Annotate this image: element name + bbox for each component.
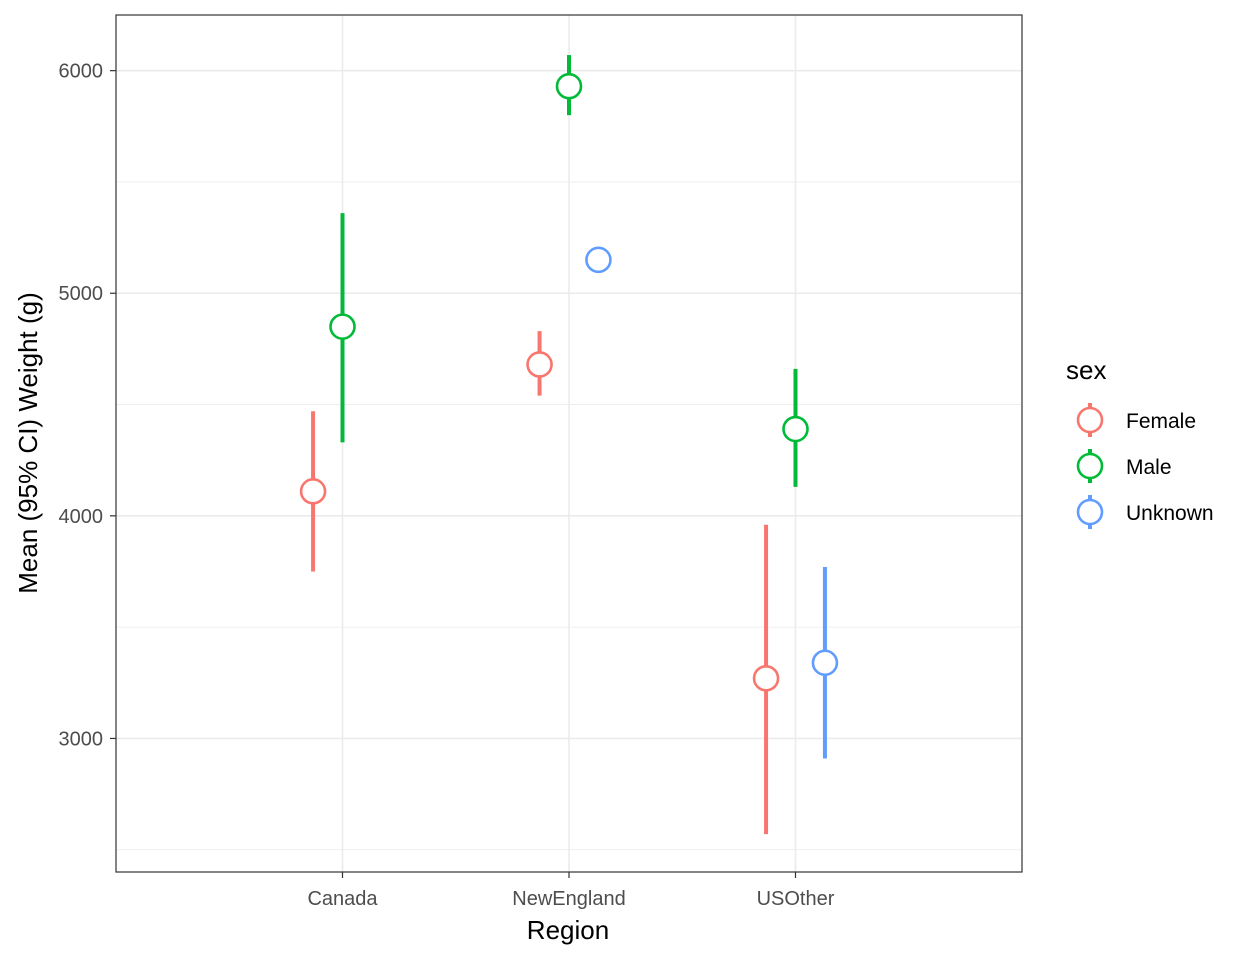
x-tick-label: USOther bbox=[757, 888, 835, 910]
series-male bbox=[329, 55, 809, 487]
data-point bbox=[811, 649, 839, 677]
x-tick-label: Canada bbox=[307, 888, 378, 910]
series-unknown bbox=[585, 246, 839, 759]
y-tick-label: 6000 bbox=[59, 61, 104, 83]
data-point bbox=[782, 415, 809, 443]
data-point bbox=[329, 313, 356, 340]
legend-key-male bbox=[1076, 449, 1104, 483]
data-point bbox=[585, 246, 612, 274]
legend-key-point bbox=[1076, 452, 1104, 480]
y-axis-title: Mean (95% CI) Weight (g) bbox=[13, 292, 43, 594]
x-tick-label: NewEngland bbox=[512, 888, 625, 910]
legend-key-unknown bbox=[1076, 495, 1104, 529]
legend: sex Female Male Unknown bbox=[1066, 355, 1214, 529]
legend-title: sex bbox=[1066, 355, 1106, 385]
legend-key-point bbox=[1076, 498, 1104, 526]
data-marks bbox=[299, 55, 839, 835]
series-female bbox=[299, 331, 780, 835]
y-tick-label: 4000 bbox=[59, 506, 104, 528]
data-point bbox=[555, 72, 583, 100]
legend-label: Unknown bbox=[1126, 502, 1214, 525]
y-axis: 3000 4000 5000 6000 bbox=[59, 61, 116, 750]
legend-label: Male bbox=[1126, 456, 1172, 479]
legend-key-point bbox=[1076, 406, 1104, 434]
data-point bbox=[526, 351, 553, 378]
y-tick-label: 3000 bbox=[59, 728, 104, 750]
x-axis: Canada NewEngland USOther bbox=[307, 872, 835, 910]
legend-key-female bbox=[1076, 403, 1104, 437]
y-tick-label: 5000 bbox=[59, 283, 104, 305]
data-point bbox=[299, 478, 327, 505]
x-axis-title: Region bbox=[527, 915, 609, 945]
data-point bbox=[752, 665, 780, 692]
legend-label: Female bbox=[1126, 410, 1196, 433]
